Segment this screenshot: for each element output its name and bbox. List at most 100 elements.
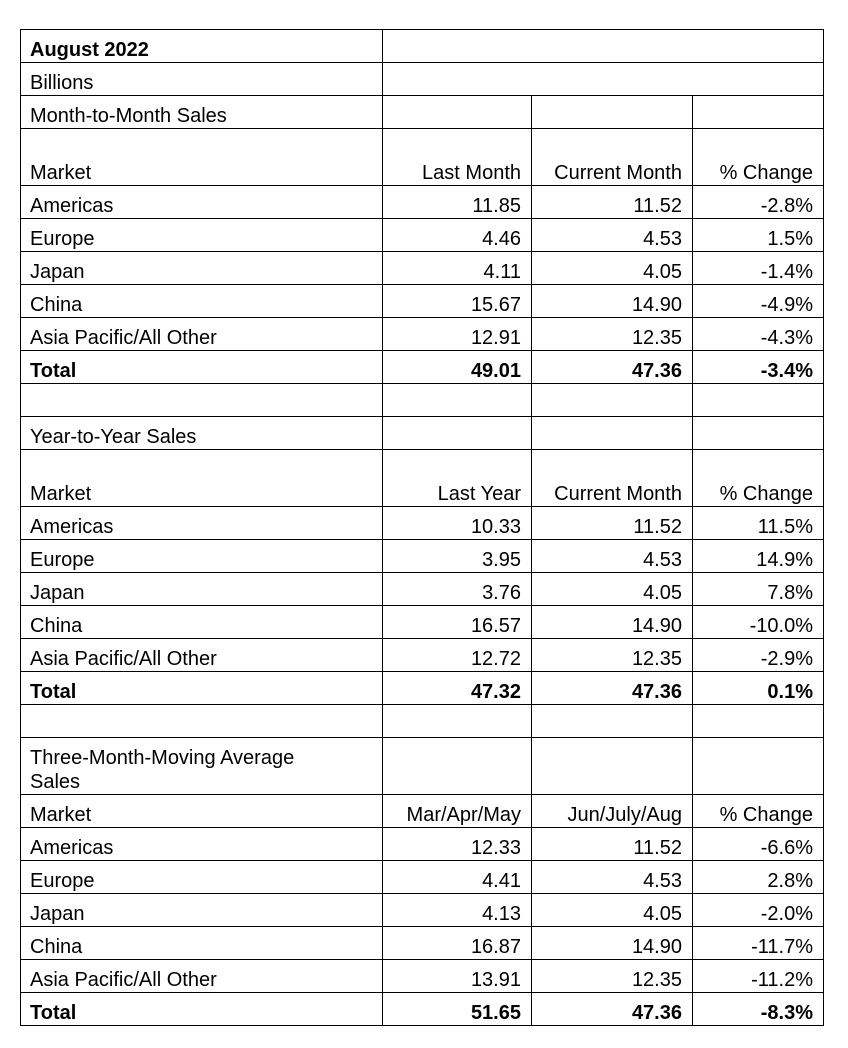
table-row: China 15.67 14.90 -4.9% — [20, 284, 824, 318]
table-row: Americas 10.33 11.52 11.5% — [20, 506, 824, 540]
value-cell: 4.05 — [531, 251, 693, 285]
value-cell: 12.72 — [382, 638, 532, 672]
market-cell: China — [20, 605, 383, 639]
table-row: Asia Pacific/All Other 12.91 12.35 -4.3% — [20, 317, 824, 351]
value-cell: 4.41 — [382, 860, 532, 894]
section-title-row: Month-to-Month Sales — [20, 95, 824, 129]
total-row: Total 47.32 47.36 0.1% — [20, 671, 824, 705]
total-value: 47.36 — [531, 350, 693, 384]
change-cell: 7.8% — [692, 572, 824, 606]
market-cell: Europe — [20, 539, 383, 573]
change-cell: -2.8% — [692, 185, 824, 219]
change-cell: -4.9% — [692, 284, 824, 318]
value-cell: 12.35 — [531, 638, 693, 672]
value-cell: 14.90 — [531, 284, 693, 318]
value-cell: 12.35 — [531, 317, 693, 351]
market-cell: Japan — [20, 572, 383, 606]
value-cell: 4.05 — [531, 893, 693, 927]
value-cell: 13.91 — [382, 959, 532, 993]
market-cell: Asia Pacific/All Other — [20, 638, 383, 672]
value-cell: 3.95 — [382, 539, 532, 573]
value-cell: 14.90 — [531, 605, 693, 639]
table-row: China 16.87 14.90 -11.7% — [20, 926, 824, 960]
market-cell: Asia Pacific/All Other — [20, 317, 383, 351]
value-cell: 12.35 — [531, 959, 693, 993]
change-cell: 1.5% — [692, 218, 824, 252]
column-header: Market — [20, 128, 383, 186]
table-row: Europe 4.46 4.53 1.5% — [20, 218, 824, 252]
value-cell: 11.85 — [382, 185, 532, 219]
value-cell: 4.11 — [382, 251, 532, 285]
market-cell: Japan — [20, 893, 383, 927]
column-header-row: Market Last Year Current Month % Change — [20, 449, 824, 507]
change-cell: -2.9% — [692, 638, 824, 672]
table-row: Americas 12.33 11.52 -6.6% — [20, 827, 824, 861]
units-label: Billions — [20, 62, 383, 96]
change-cell: 11.5% — [692, 506, 824, 540]
market-cell: Asia Pacific/All Other — [20, 959, 383, 993]
change-cell: -1.4% — [692, 251, 824, 285]
change-cell: -11.2% — [692, 959, 824, 993]
change-cell: -11.7% — [692, 926, 824, 960]
total-label: Total — [20, 671, 383, 705]
change-cell: 2.8% — [692, 860, 824, 894]
market-cell: Americas — [20, 827, 383, 861]
market-cell: Japan — [20, 251, 383, 285]
value-cell: 16.87 — [382, 926, 532, 960]
value-cell: 4.13 — [382, 893, 532, 927]
column-header: Last Month — [382, 128, 532, 186]
value-cell: 12.33 — [382, 827, 532, 861]
total-change: -3.4% — [692, 350, 824, 384]
title-row: August 2022 — [20, 29, 824, 63]
value-cell: 12.91 — [382, 317, 532, 351]
table-row: Asia Pacific/All Other 13.91 12.35 -11.2… — [20, 959, 824, 993]
total-value: 47.36 — [531, 992, 693, 1026]
market-cell: China — [20, 926, 383, 960]
value-cell: 4.05 — [531, 572, 693, 606]
market-cell: Europe — [20, 860, 383, 894]
market-cell: Americas — [20, 185, 383, 219]
total-value: 51.65 — [382, 992, 532, 1026]
market-cell: China — [20, 284, 383, 318]
column-header: Mar/Apr/May — [382, 794, 532, 828]
units-row: Billions — [20, 62, 824, 96]
column-header: Market — [20, 449, 383, 507]
total-change: 0.1% — [692, 671, 824, 705]
table-row: Europe 4.41 4.53 2.8% — [20, 860, 824, 894]
table-row: Americas 11.85 11.52 -2.8% — [20, 185, 824, 219]
value-cell: 14.90 — [531, 926, 693, 960]
value-cell: 11.52 — [531, 827, 693, 861]
column-header-row: Market Last Month Current Month % Change — [20, 128, 824, 186]
column-header: % Change — [692, 794, 824, 828]
section-title: Month-to-Month Sales — [20, 95, 383, 129]
change-cell: 14.9% — [692, 539, 824, 573]
total-value: 49.01 — [382, 350, 532, 384]
value-cell: 11.52 — [531, 185, 693, 219]
value-cell: 11.52 — [531, 506, 693, 540]
sales-table: August 2022 Billions Month-to-Month Sale… — [20, 29, 824, 1026]
value-cell: 16.57 — [382, 605, 532, 639]
table-row: Japan 4.13 4.05 -2.0% — [20, 893, 824, 927]
value-cell: 4.46 — [382, 218, 532, 252]
section-title-row: Three-Month-Moving Average Sales — [20, 737, 824, 795]
column-header: Current Month — [531, 449, 693, 507]
change-cell: -2.0% — [692, 893, 824, 927]
section-title: Year-to-Year Sales — [20, 416, 383, 450]
section-title-row: Year-to-Year Sales — [20, 416, 824, 450]
table-row: Europe 3.95 4.53 14.9% — [20, 539, 824, 573]
column-header: Market — [20, 794, 383, 828]
table-row: Japan 3.76 4.05 7.8% — [20, 572, 824, 606]
total-value: 47.32 — [382, 671, 532, 705]
table-row: Asia Pacific/All Other 12.72 12.35 -2.9% — [20, 638, 824, 672]
change-cell: -6.6% — [692, 827, 824, 861]
market-cell: Europe — [20, 218, 383, 252]
value-cell: 3.76 — [382, 572, 532, 606]
value-cell: 15.67 — [382, 284, 532, 318]
value-cell: 10.33 — [382, 506, 532, 540]
table-row: Japan 4.11 4.05 -1.4% — [20, 251, 824, 285]
value-cell: 4.53 — [531, 218, 693, 252]
column-header-row: Market Mar/Apr/May Jun/July/Aug % Change — [20, 794, 824, 828]
change-cell: -4.3% — [692, 317, 824, 351]
report-title: August 2022 — [20, 29, 383, 63]
value-cell: 4.53 — [531, 539, 693, 573]
